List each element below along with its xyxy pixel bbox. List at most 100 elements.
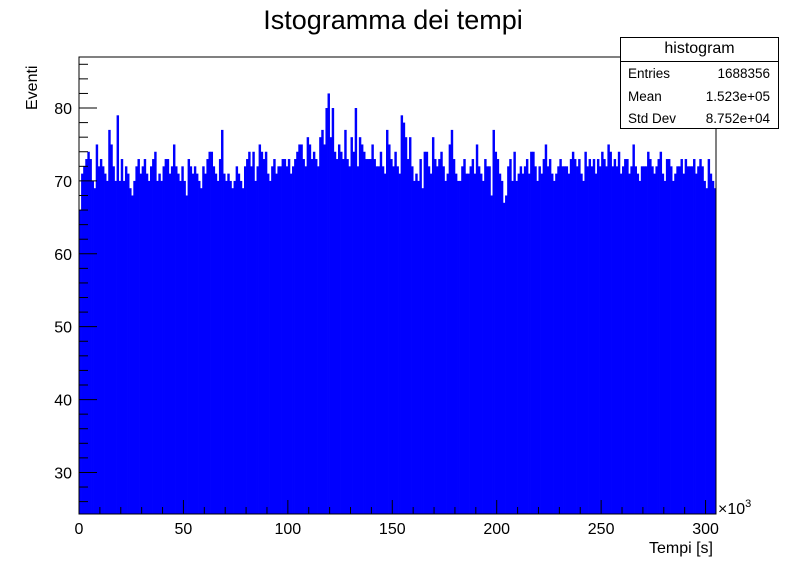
histogram-bar bbox=[300, 144, 303, 514]
histogram-bar bbox=[548, 159, 552, 515]
stats-value: 1.523e+05 bbox=[705, 88, 770, 104]
histogram-bar bbox=[661, 173, 665, 514]
histogram-bar bbox=[317, 166, 320, 514]
histogram-bar bbox=[417, 180, 420, 514]
histogram-bar bbox=[686, 166, 690, 514]
histogram-bar bbox=[223, 173, 226, 514]
histogram-bar bbox=[607, 144, 610, 514]
histogram-bar bbox=[127, 173, 130, 514]
histogram-bar bbox=[229, 180, 232, 514]
histogram-bar bbox=[507, 166, 510, 514]
histogram-bar bbox=[363, 151, 366, 514]
histogram-bar bbox=[262, 159, 266, 515]
histogram-bar bbox=[344, 129, 347, 514]
histogram-bar bbox=[634, 166, 637, 514]
histogram-bar bbox=[651, 166, 654, 514]
histogram-bar bbox=[676, 166, 679, 514]
histogram-bar bbox=[580, 173, 583, 514]
y-tick-label: 30 bbox=[54, 465, 72, 482]
histogram-bar bbox=[640, 166, 644, 514]
histogram-bar bbox=[557, 166, 560, 514]
histogram-bar bbox=[665, 159, 669, 515]
histogram-bar bbox=[513, 151, 516, 514]
histogram-bar bbox=[350, 137, 353, 514]
histogram-bar bbox=[354, 108, 358, 515]
histogram-bar bbox=[624, 159, 627, 515]
histogram-bar bbox=[210, 151, 214, 514]
histogram-bar bbox=[519, 166, 523, 514]
stats-box: histogram Entries 1688356 Mean 1.523e+05… bbox=[620, 37, 779, 129]
histogram-bar bbox=[427, 166, 431, 514]
histogram-bar bbox=[619, 173, 623, 514]
histogram-bar bbox=[273, 159, 276, 515]
stats-row-mean: Mean 1.523e+05 bbox=[621, 85, 778, 108]
histogram-bar bbox=[622, 166, 625, 514]
histogram-bar bbox=[360, 144, 364, 514]
histogram-bar bbox=[325, 108, 328, 515]
histogram-bar bbox=[145, 173, 149, 514]
histogram-bar bbox=[294, 159, 297, 515]
histogram-bar bbox=[688, 166, 692, 514]
histogram-bar bbox=[644, 166, 648, 514]
histogram-bar bbox=[515, 180, 518, 514]
histogram-bar bbox=[576, 166, 579, 514]
histogram-bar bbox=[369, 159, 372, 515]
histogram-bar bbox=[697, 166, 700, 514]
histogram-bar bbox=[502, 202, 506, 514]
histogram-bar bbox=[431, 137, 435, 514]
histogram-bar bbox=[147, 180, 151, 514]
histogram-bar bbox=[252, 151, 255, 514]
histogram-bar bbox=[331, 108, 335, 515]
histogram-bar bbox=[701, 166, 704, 514]
histogram-bar bbox=[386, 129, 389, 514]
histogram-bar bbox=[231, 188, 234, 514]
chart-title: Istogramma dei tempi bbox=[263, 5, 523, 35]
histogram-bar bbox=[596, 159, 600, 515]
histogram-bar bbox=[221, 129, 224, 514]
histogram-bar bbox=[235, 166, 239, 514]
histogram-bar bbox=[419, 159, 422, 515]
histogram-bar bbox=[636, 173, 640, 514]
stats-value: 1688356 bbox=[717, 66, 770, 81]
stats-label: Mean bbox=[628, 88, 662, 104]
histogram-bar bbox=[421, 188, 424, 514]
histogram-bar bbox=[116, 115, 120, 514]
histogram-bar bbox=[680, 159, 683, 515]
histogram-bar bbox=[356, 166, 360, 514]
histogram-bar bbox=[371, 144, 374, 514]
histogram-bar bbox=[682, 173, 686, 514]
histogram-bar bbox=[185, 195, 188, 515]
histogram-bar bbox=[315, 159, 318, 515]
histogram-bar bbox=[162, 166, 165, 514]
histogram-bar bbox=[425, 151, 429, 514]
histogram-bar bbox=[494, 151, 498, 514]
histogram-bar bbox=[266, 173, 270, 514]
histogram-bar bbox=[352, 151, 356, 514]
histogram-bar bbox=[241, 188, 245, 514]
histogram-bar bbox=[459, 180, 462, 514]
histogram-bar bbox=[613, 159, 617, 515]
x-tick-label: 200 bbox=[483, 521, 510, 538]
y-tick-label: 50 bbox=[54, 320, 72, 337]
histogram-bar bbox=[649, 159, 652, 515]
histogram-bar bbox=[248, 151, 251, 514]
histogram-bar bbox=[713, 188, 717, 514]
histogram-bar bbox=[626, 159, 629, 515]
histogram-bar bbox=[287, 159, 291, 515]
histogram-bar bbox=[183, 180, 186, 514]
histogram-bar bbox=[269, 180, 272, 514]
histogram-bar bbox=[379, 151, 383, 514]
histogram-bar bbox=[323, 144, 326, 514]
histogram-bar bbox=[655, 166, 658, 514]
histogram-bar bbox=[475, 144, 479, 514]
histogram-bar bbox=[659, 151, 663, 514]
histogram-bar bbox=[216, 180, 220, 514]
histogram-bar bbox=[377, 166, 381, 514]
histogram-bar bbox=[95, 144, 99, 514]
histogram-bar bbox=[707, 159, 711, 515]
histogram-bar bbox=[225, 180, 228, 514]
histogram-bar bbox=[536, 180, 539, 514]
histogram-bar bbox=[106, 180, 109, 514]
histogram-bar bbox=[388, 144, 391, 514]
histogram-bar bbox=[592, 159, 596, 515]
